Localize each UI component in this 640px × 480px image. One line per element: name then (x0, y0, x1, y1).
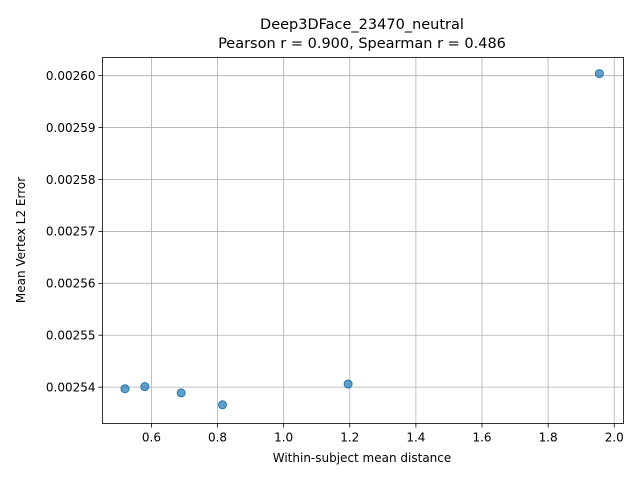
y-tick-label: 0.00257 (46, 225, 96, 239)
chart-subtitle: Pearson r = 0.900, Spearman r = 0.486 (218, 36, 506, 52)
y-tick-label: 0.00256 (46, 277, 96, 291)
x-tick-label: 0.6 (142, 431, 161, 445)
data-point (343, 379, 353, 389)
data-point (176, 388, 186, 398)
x-tick-label: 1.2 (340, 431, 359, 445)
y-tick-label: 0.00260 (46, 69, 96, 83)
y-tick-label: 0.00258 (46, 173, 96, 187)
x-ticks: 0.6 0.8 1.0 1.2 1.4 1.6 1.8 2.0 (142, 423, 624, 445)
y-axis-label: Mean Vertex L2 Error (14, 177, 28, 303)
data-point (594, 69, 604, 79)
x-tick-label: 2.0 (605, 431, 624, 445)
x-tick-label: 1.8 (539, 431, 558, 445)
x-tick-label: 1.0 (274, 431, 293, 445)
x-tick-label: 1.6 (472, 431, 491, 445)
plot-grid (102, 57, 624, 424)
x-axis-label: Within-subject mean distance (273, 451, 452, 465)
y-ticks: 0.00254 0.00255 0.00256 0.00257 0.00258 0.002… (46, 69, 103, 394)
data-point (140, 382, 150, 392)
y-tick-label: 0.00255 (46, 329, 96, 343)
y-tick-label: 0.00259 (46, 121, 96, 135)
x-tick-label: 0.8 (208, 431, 227, 445)
y-tick-label: 0.00254 (46, 380, 96, 394)
data-point (218, 400, 228, 410)
data-points (120, 69, 604, 410)
chart-title: Deep3DFace_23470_neutral (260, 17, 464, 33)
x-tick-label: 1.4 (406, 431, 425, 445)
data-point (120, 384, 130, 394)
plot-frame (102, 57, 624, 424)
